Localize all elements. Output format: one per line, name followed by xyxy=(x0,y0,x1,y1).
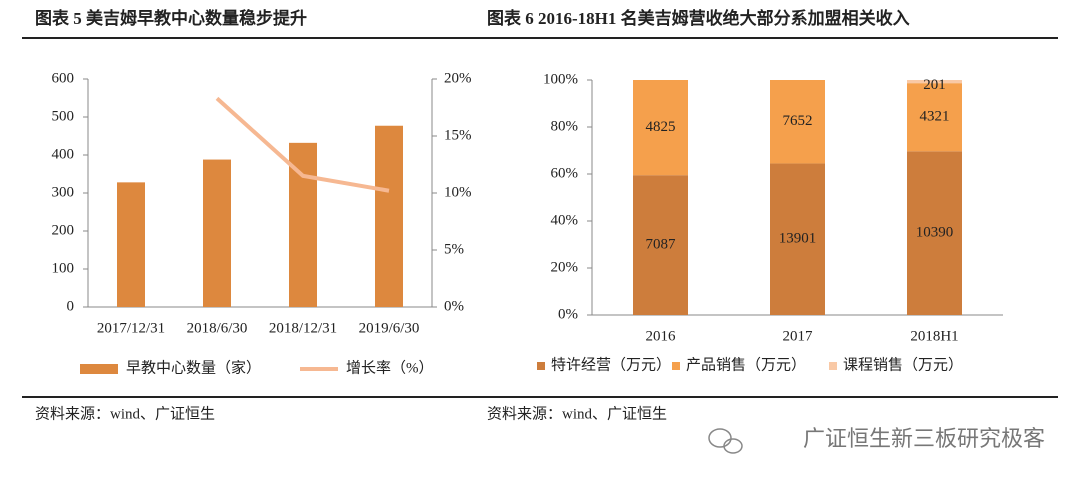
data-label: 4825 xyxy=(646,119,676,135)
line xyxy=(215,96,390,193)
data-label: 201 xyxy=(923,77,946,93)
y-tick-label: 600 xyxy=(52,70,75,86)
bar xyxy=(117,182,145,307)
x-tick-label: 2019/6/30 xyxy=(359,320,420,336)
source-note: 资料来源：wind、广证恒生 xyxy=(35,405,215,422)
legend-label: 早教中心数量（家） xyxy=(126,359,261,376)
y-tick-label: 40% xyxy=(551,212,579,228)
x-tick-label: 2018H1 xyxy=(910,328,958,344)
bar-segment xyxy=(770,80,825,164)
chart-title: 图表 5 美吉姆早教中心数量稳步提升 xyxy=(35,8,307,28)
legend-swatch xyxy=(80,364,118,374)
y2-tick-label: 20% xyxy=(444,70,472,86)
x-tick-label: 2018/6/30 xyxy=(187,320,248,336)
data-label: 7652 xyxy=(783,113,813,129)
y-tick-label: 60% xyxy=(551,165,579,181)
chart-title: 图表 6 2016-18H1 名美吉姆营收绝大部分系加盟相关收入 xyxy=(487,8,910,28)
bar xyxy=(289,142,317,307)
x-tick-label: 2017 xyxy=(783,328,814,344)
bar-segment xyxy=(907,80,962,84)
y-tick-label: 100% xyxy=(543,71,578,87)
legend-label: 课程销售（万元） xyxy=(843,356,963,373)
bar-segment xyxy=(907,151,962,315)
y-tick-label: 300 xyxy=(52,184,75,200)
y2-tick-label: 10% xyxy=(444,184,472,200)
bar-segment xyxy=(770,163,825,315)
legend-swatch xyxy=(672,362,680,370)
y-tick-label: 200 xyxy=(52,222,75,238)
y2-tick-label: 5% xyxy=(444,241,464,257)
data-label: 4321 xyxy=(920,109,950,125)
data-label: 13901 xyxy=(779,231,817,247)
y-tick-label: 0 xyxy=(67,298,75,314)
data-label: 10390 xyxy=(916,225,954,241)
y2-tick-label: 0% xyxy=(444,298,464,314)
y2-tick-label: 15% xyxy=(444,127,472,143)
y-tick-label: 400 xyxy=(52,146,75,162)
bar xyxy=(203,159,231,307)
data-label: 7087 xyxy=(646,237,677,253)
legend-label: 产品销售（万元） xyxy=(686,356,806,373)
y-tick-label: 100 xyxy=(52,260,75,276)
legend-label: 特许经营（万元） xyxy=(551,356,671,373)
legend-label: 增长率（%） xyxy=(346,359,434,376)
legend-swatch xyxy=(829,362,837,370)
watermark: 广证恒生新三板研究极客 xyxy=(803,427,1045,452)
bar-segment xyxy=(633,80,688,176)
bar-segment xyxy=(907,83,962,152)
y-tick-label: 0% xyxy=(558,306,578,322)
bar xyxy=(375,125,403,308)
x-tick-label: 2017/12/31 xyxy=(97,320,165,336)
legend-swatch xyxy=(537,362,545,370)
y-tick-label: 500 xyxy=(52,108,75,124)
x-tick-label: 2016 xyxy=(646,328,677,344)
source-note: 资料来源：wind、广证恒生 xyxy=(487,405,667,422)
bar-segment xyxy=(633,175,688,315)
x-tick-label: 2018/12/31 xyxy=(269,320,337,336)
wechat-icon xyxy=(708,428,743,454)
y-tick-label: 80% xyxy=(551,118,579,134)
y-tick-label: 20% xyxy=(551,259,579,275)
